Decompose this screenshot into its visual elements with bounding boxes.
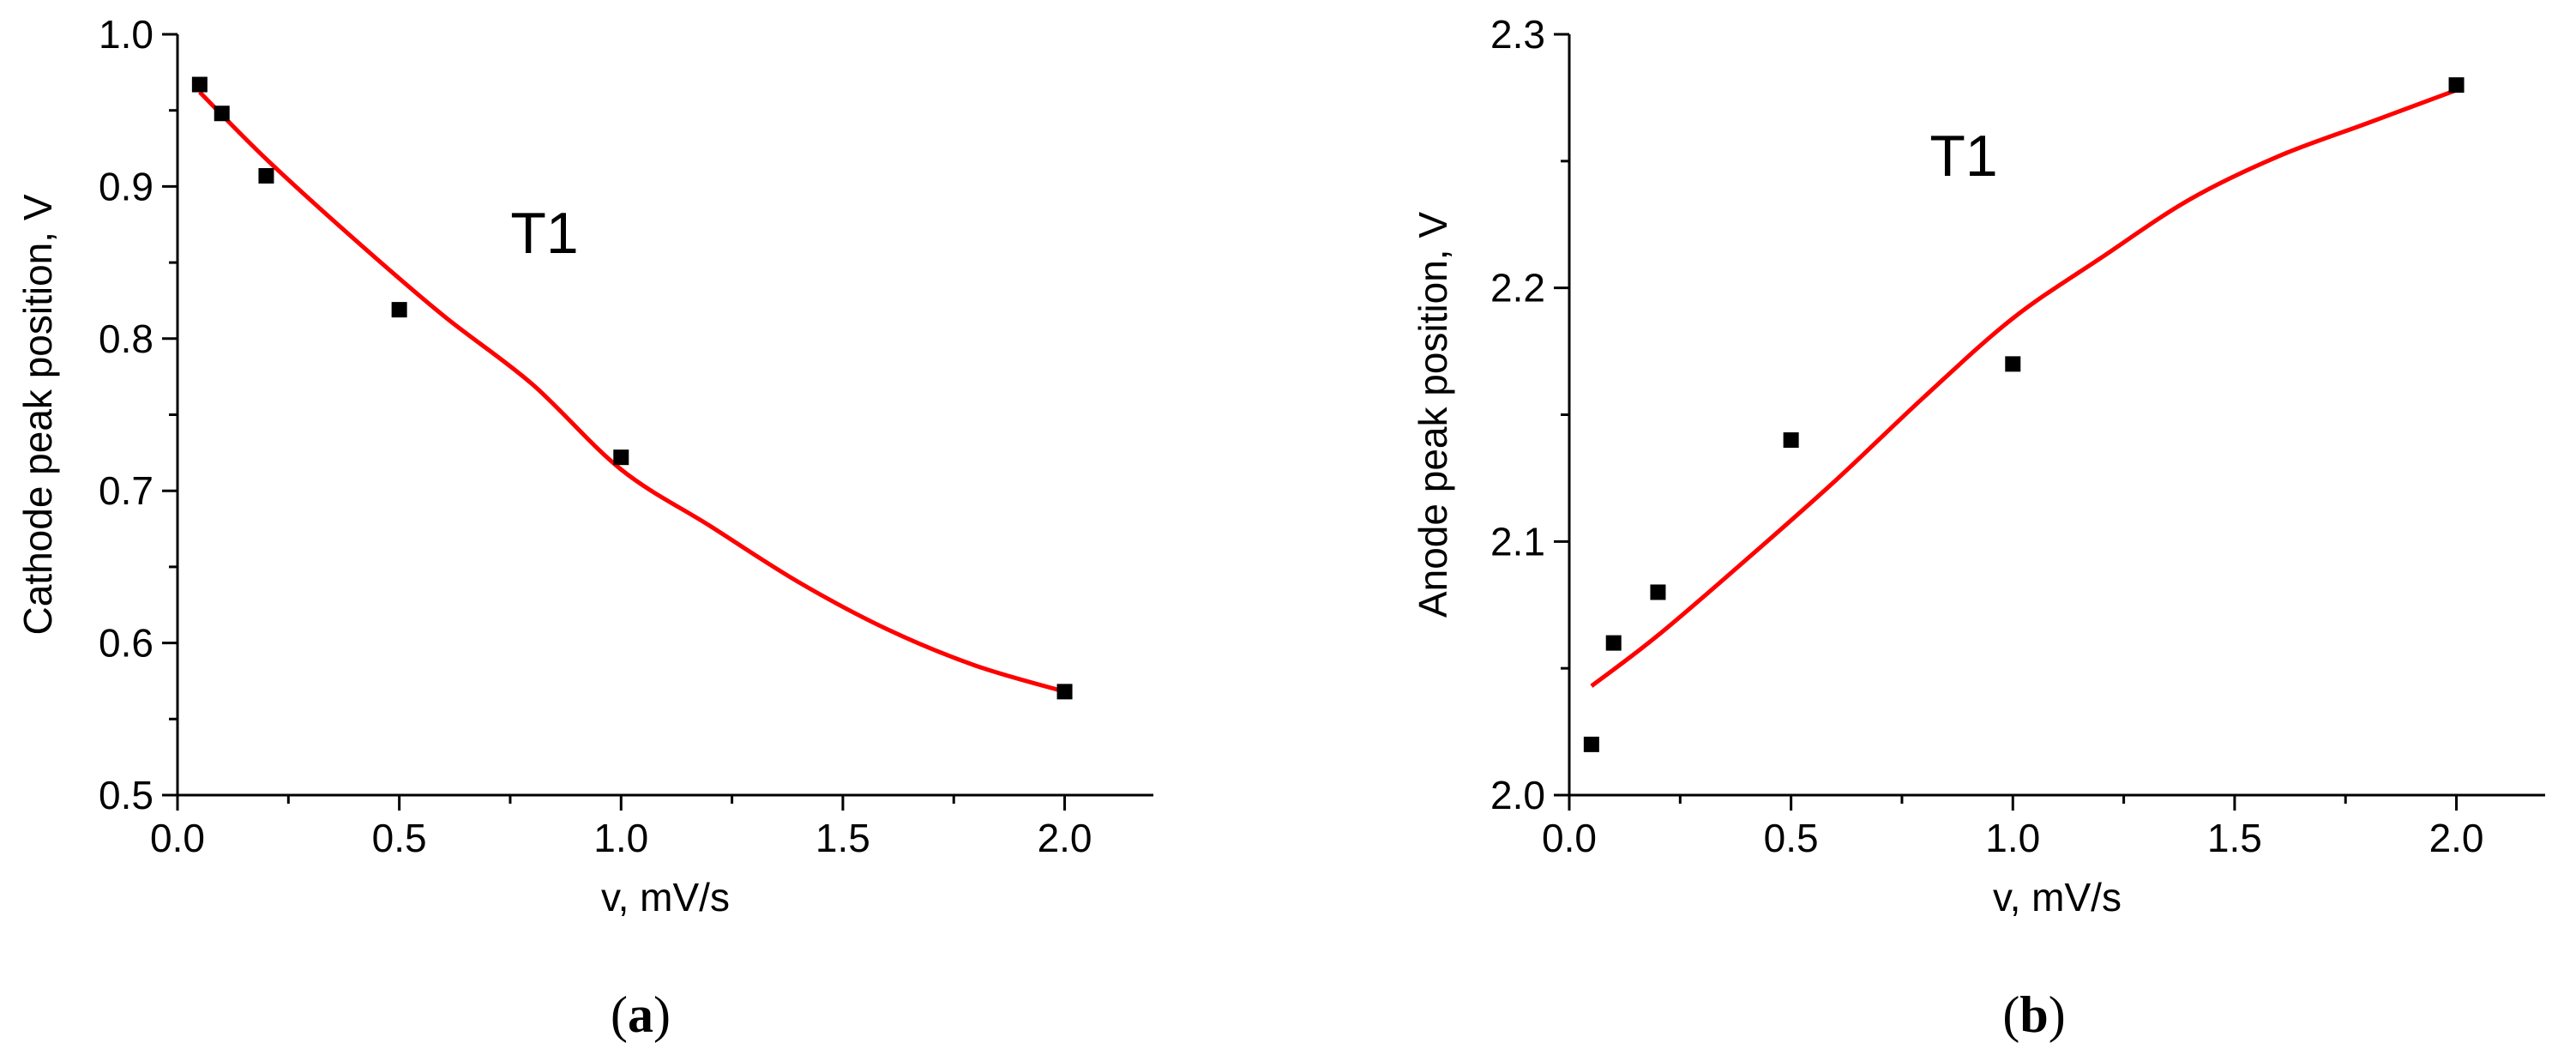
panel-b-caption: (b) <box>2002 986 2065 1043</box>
chart1-data-point <box>1650 584 1666 600</box>
chart1-y-tick-label: 2.3 <box>1490 12 1545 57</box>
chart0-y-tick-label: 0.5 <box>99 773 153 817</box>
chart1-annotation: T1 <box>1929 124 1997 189</box>
chart0-x-tick-label: 1.0 <box>593 816 648 860</box>
chart1-data-point <box>1605 635 1622 651</box>
chart0-x-tick-label: 0.5 <box>372 816 427 860</box>
chart1-x-tick-label: 0.5 <box>1764 816 1819 860</box>
chart0-x-tick-label: 0.0 <box>150 816 205 860</box>
chart1-data-point <box>1783 432 1799 449</box>
chart1-y-tick-label: 2.2 <box>1490 266 1545 310</box>
chart0-data-point <box>391 302 407 318</box>
chart0-y-axis-label: Cathode peak position, V <box>15 194 60 635</box>
chart0-data-point <box>258 167 274 184</box>
chart1-x-tick-label: 0.0 <box>1542 816 1597 860</box>
chart1-x-tick-label: 2.0 <box>2429 816 2484 860</box>
chart1-x-axis-label: v, mV/s <box>1993 875 2122 919</box>
chart1-x-tick-label: 1.0 <box>1985 816 2040 860</box>
chart0-x-tick-label: 1.5 <box>816 816 870 860</box>
chart1-y-tick-label: 2.0 <box>1490 773 1545 817</box>
chart0-y-tick-label: 1.0 <box>99 12 153 57</box>
chart0-x-axis-label: v, mV/s <box>601 875 730 919</box>
chart0-data-point <box>613 449 629 466</box>
chart1-x-tick-label: 1.5 <box>2207 816 2262 860</box>
chart0-y-tick-label: 0.6 <box>99 621 153 666</box>
chart1-fit-line <box>1590 87 2458 688</box>
panel-a-chart: 0.0 0.5 1.0 1.5 2.00.50.60.70.80.91.0v, mV/s… <box>15 12 1153 919</box>
chart0-y-tick-label: 0.9 <box>99 164 153 208</box>
chart0-data-point <box>214 106 230 122</box>
chart0-fit-line <box>198 90 1066 694</box>
chart1-data-point <box>1583 736 1599 752</box>
chart0-y-tick-label: 0.8 <box>99 316 153 361</box>
chart1-data-point <box>2005 356 2021 372</box>
panel-b-chart: 0.0 0.5 1.0 1.5 2.0 2.0 2.1 2.2 2.3 v, mV/s Anode … <box>1411 12 2545 919</box>
chart0-annotation: T1 <box>510 201 578 266</box>
chart1-y-tick-label: 2.1 <box>1490 519 1545 564</box>
chart1-y-axis-label: Anode peak position, V <box>1411 212 1455 618</box>
chart0-y-tick-label: 0.7 <box>99 468 153 513</box>
chart0-data-point <box>191 76 208 93</box>
panel-a-caption: (a) <box>611 986 671 1043</box>
chart0-x-tick-label: 2.0 <box>1038 816 1092 860</box>
chart0-data-point <box>1056 684 1073 700</box>
chart1-data-point <box>2448 77 2465 93</box>
